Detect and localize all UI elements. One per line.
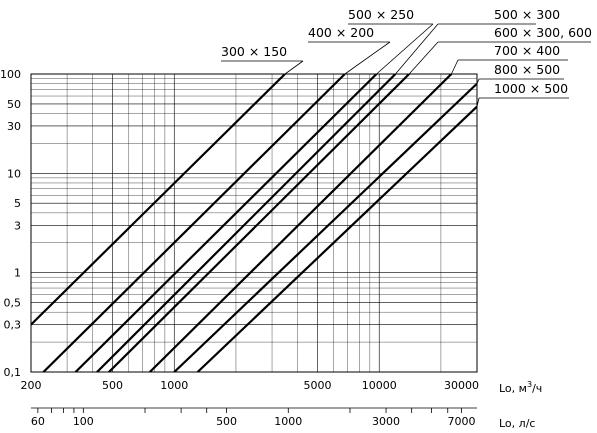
series-label: 300 × 150	[221, 44, 287, 59]
series-line	[42, 74, 346, 372]
series-label: 500 × 250	[348, 7, 414, 22]
series-label-leader	[221, 60, 304, 75]
series-line	[96, 74, 397, 372]
y-tick-label: 0,3	[4, 319, 22, 332]
series-line	[31, 74, 286, 326]
y-tick-label: 1	[14, 267, 21, 280]
series-label-leader	[308, 41, 391, 75]
x2-tick-label: 500	[216, 415, 237, 428]
y-tick-label: 3	[14, 219, 21, 232]
y-tick-label: 5	[14, 197, 21, 210]
series-line	[196, 105, 477, 372]
x-tick-label: 5000	[304, 379, 332, 392]
x2-tick-label: 3000	[372, 415, 400, 428]
series-label: 700 × 400	[494, 43, 560, 58]
series-label: 600 × 300, 600 × 350	[494, 25, 597, 40]
plot-frame	[30, 73, 478, 373]
y-tick-label: 30	[7, 120, 21, 133]
series-line	[173, 82, 477, 372]
x-tick-label: 10000	[362, 379, 397, 392]
y-tick-labels: 100 50 30 10 5 3 1 0,5 0,3 0,1	[0, 68, 21, 379]
series-line	[74, 74, 378, 372]
series-label: 400 × 200	[308, 25, 374, 40]
x-tick-label: 30000	[444, 379, 479, 392]
x-tick-labels: 200 500 1000 5000 10000 30000	[21, 379, 480, 392]
y-tick-label: 50	[7, 98, 21, 111]
x-axis-label: Lo, м3/ч	[499, 380, 542, 395]
series-labels: 300 × 150 400 × 200 500 × 250 500 × 300 600 …	[221, 7, 597, 107]
y-tick-label: 0,5	[4, 297, 22, 310]
series-label-leader	[476, 97, 569, 107]
y-tick-label: 100	[0, 68, 21, 81]
x2-tick-label: 60	[31, 415, 45, 428]
x2-tick-label: 1000	[274, 415, 302, 428]
x-tick-label: 1000	[160, 379, 188, 392]
series-line	[108, 74, 410, 372]
y-tick-label: 10	[7, 167, 21, 180]
x2-tick-label: 100	[73, 415, 94, 428]
series-line	[149, 74, 453, 372]
x-tick-label: 200	[21, 379, 42, 392]
x-tick-label: 500	[102, 379, 123, 392]
x2-axis-label: Lo, л/с	[499, 417, 535, 430]
series-label-leader	[348, 23, 434, 75]
series-label-leader	[476, 78, 564, 84]
grid	[30, 74, 478, 373]
series-label-leader	[451, 59, 568, 75]
secondary-x-axis: 60 100 500 1000 3000 7000	[31, 407, 477, 428]
series-label-leader	[408, 41, 591, 75]
y-tick-label: 0,1	[4, 366, 22, 379]
series-label: 1000 × 500	[494, 81, 568, 96]
x2-tick-label: 7000	[447, 415, 475, 428]
series-lines	[31, 74, 477, 372]
series-label: 800 × 500	[494, 62, 560, 77]
series-label: 500 × 300	[494, 7, 560, 22]
series-label-leader	[395, 23, 536, 75]
